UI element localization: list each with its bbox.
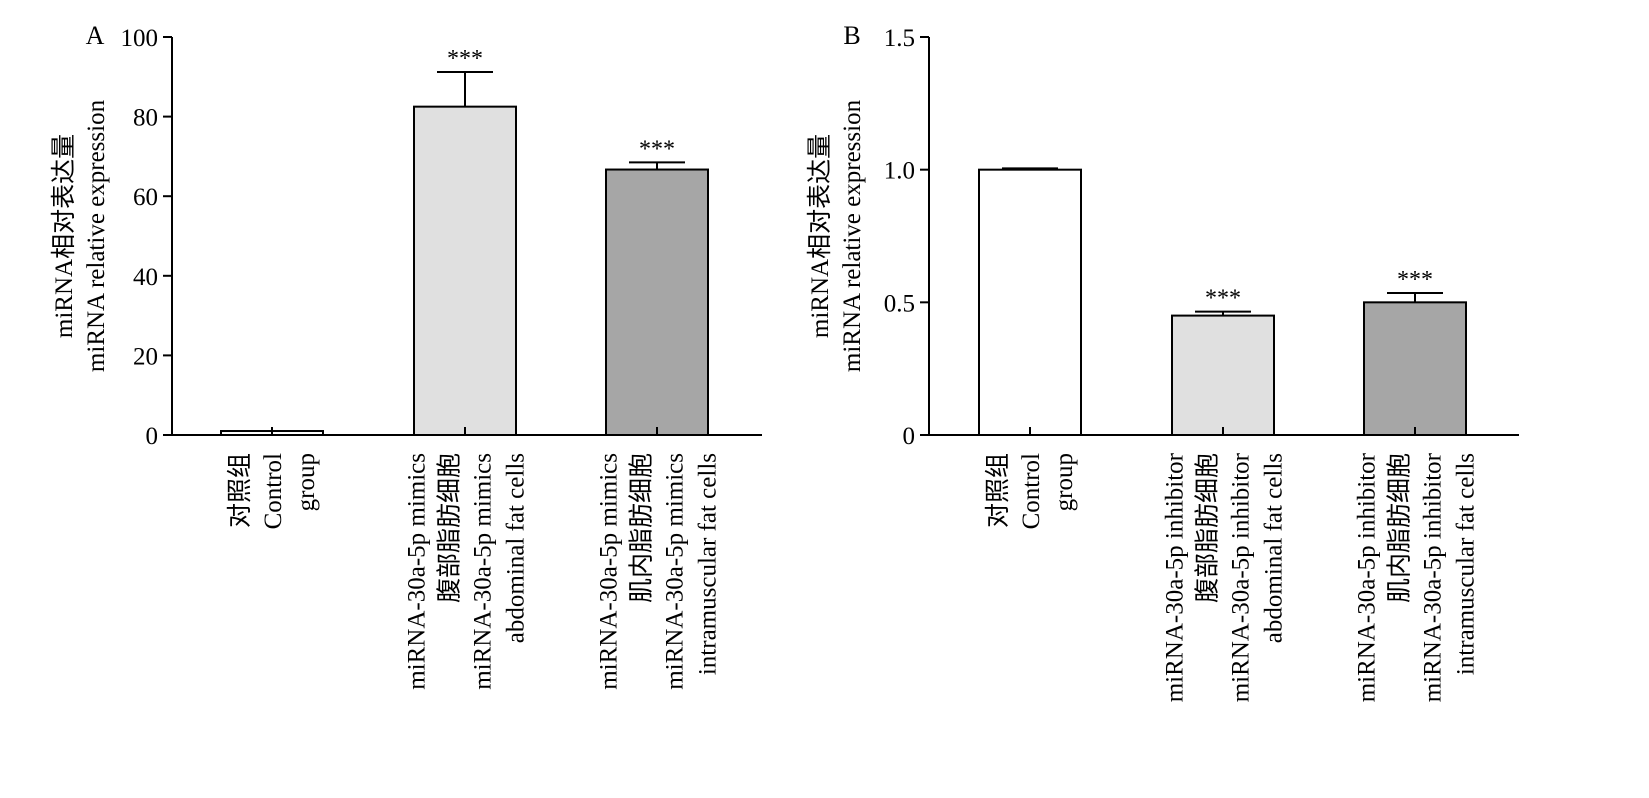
x-tick-label: intramuscular fat cells bbox=[695, 453, 722, 675]
x-tick-label: Control bbox=[260, 453, 287, 529]
y-tick-label: 100 bbox=[121, 25, 159, 52]
x-tick-label: miRNA-30a-5p inhibitor bbox=[1228, 452, 1255, 702]
x-tick-label: miRNA-30a-5p mimics bbox=[404, 453, 431, 690]
x-tick-label: abdominal fat cells bbox=[1261, 453, 1288, 643]
panel-label-b: B bbox=[843, 21, 860, 50]
x-tick-label: miRNA-30a-5p mimics bbox=[470, 453, 497, 690]
y-axis-title-line: miRNA relative expression bbox=[839, 99, 866, 372]
x-tick-label: miRNA-30a-5p inhibitor bbox=[1354, 452, 1381, 702]
y-tick-label: 40 bbox=[133, 264, 158, 291]
significance-label: *** bbox=[1397, 267, 1433, 293]
x-tick-label: miRNA-30a-5p inhibitor bbox=[1420, 452, 1447, 702]
x-tick-label: miRNA-30a-5p inhibitor bbox=[1162, 452, 1189, 702]
x-tick-label: 肌内脂肪细胞 bbox=[1386, 453, 1414, 603]
x-tick-label: 对照组 bbox=[984, 453, 1012, 528]
y-axis-title-line: miRNA相对表达量 bbox=[50, 134, 78, 338]
x-tick-label: 对照组 bbox=[226, 453, 254, 528]
y-tick-label: 0.5 bbox=[884, 290, 915, 317]
bar bbox=[1363, 301, 1467, 437]
x-tick-label: Control bbox=[1018, 453, 1045, 529]
bar bbox=[1171, 314, 1275, 437]
bar bbox=[605, 168, 709, 436]
x-tick-label: 腹部脂肪细胞 bbox=[1194, 453, 1222, 603]
y-tick-label: 60 bbox=[133, 184, 158, 211]
x-tick-label: group bbox=[1051, 453, 1078, 511]
x-tick-label: abdominal fat cells bbox=[503, 453, 530, 643]
panel-label-a: A bbox=[86, 21, 105, 50]
y-axis-title-line: miRNA relative expression bbox=[83, 99, 110, 372]
y-tick-label: 20 bbox=[133, 343, 158, 370]
significance-label: *** bbox=[639, 136, 675, 162]
y-axis-title-line: miRNA相对表达量 bbox=[806, 134, 834, 338]
x-tick-label: miRNA-30a-5p mimics bbox=[596, 453, 623, 690]
x-tick-label: miRNA-30a-5p mimics bbox=[662, 453, 689, 690]
significance-label: *** bbox=[1205, 286, 1241, 312]
y-tick-label: 0 bbox=[903, 423, 916, 450]
x-tick-label: group bbox=[293, 453, 320, 511]
y-tick-label: 1.0 bbox=[884, 158, 915, 185]
x-tick-label: intramuscular fat cells bbox=[1453, 453, 1480, 675]
y-tick-label: 1.5 bbox=[884, 25, 915, 52]
y-tick-label: 0 bbox=[146, 423, 159, 450]
x-tick-label: 腹部脂肪细胞 bbox=[436, 453, 464, 603]
bar bbox=[978, 168, 1082, 437]
x-tick-label: 肌内脂肪细胞 bbox=[628, 453, 656, 603]
y-tick-label: 80 bbox=[133, 105, 158, 132]
significance-label: *** bbox=[447, 46, 483, 72]
bar bbox=[413, 105, 517, 437]
